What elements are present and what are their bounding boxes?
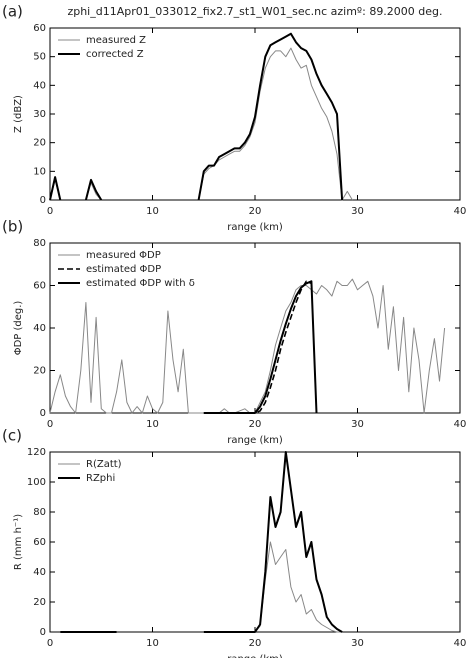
data-line [49, 47, 353, 201]
data-line [203, 280, 318, 414]
y-tick-label: 20 [33, 366, 46, 377]
y-tick-label: 60 [33, 23, 46, 34]
panel-label: (b) [2, 218, 23, 236]
y-tick-label: 50 [33, 52, 46, 63]
data-line [60, 451, 343, 633]
y-axis-label: Z (dBZ) [13, 95, 24, 133]
y-axis-label: ΦDP (deg.) [13, 301, 24, 356]
x-axis-label: range (km) [227, 654, 283, 658]
y-tick-label: 100 [27, 477, 46, 488]
x-tick-label: 30 [351, 419, 364, 430]
x-axis-label: range (km) [227, 222, 283, 233]
legend-label: measured ΦDP [86, 250, 161, 261]
y-tick-label: 0 [40, 408, 46, 419]
legend-label: RZphi [86, 473, 115, 484]
y-tick-label: 40 [33, 567, 46, 578]
legend-label: estimated ΦDP [86, 264, 161, 275]
y-tick-label: 120 [27, 447, 46, 458]
y-tick-label: 20 [33, 138, 46, 149]
panel-label: (c) [2, 427, 22, 445]
data-line [49, 278, 446, 414]
x-tick-label: 40 [454, 638, 467, 649]
x-tick-label: 10 [146, 206, 159, 217]
y-tick-label: 80 [33, 507, 46, 518]
x-tick-label: 20 [249, 419, 262, 430]
x-tick-label: 0 [47, 419, 53, 430]
x-tick-label: 20 [249, 638, 262, 649]
x-tick-label: 0 [47, 206, 53, 217]
x-tick-label: 30 [351, 638, 364, 649]
chart-title: zphi_d11Apr01_033012_fix2.7_st1_W01_sec.… [67, 5, 442, 18]
legend-label: estimated ΦDP with δ [86, 278, 195, 289]
x-axis-label: range (km) [227, 435, 283, 446]
legend-label: measured Z [86, 35, 146, 46]
data-line [203, 280, 312, 414]
x-tick-label: 40 [454, 206, 467, 217]
y-tick-label: 0 [40, 195, 46, 206]
x-tick-label: 10 [146, 638, 159, 649]
data-line [60, 541, 343, 633]
x-tick-label: 20 [249, 206, 262, 217]
y-tick-label: 0 [40, 627, 46, 638]
y-tick-label: 20 [33, 597, 46, 608]
x-tick-label: 30 [351, 206, 364, 217]
panel-label: (a) [2, 3, 23, 21]
y-tick-label: 40 [33, 323, 46, 334]
legend-label: R(Zatt) [86, 459, 122, 470]
x-tick-label: 40 [454, 419, 467, 430]
data-line [49, 32, 344, 201]
y-tick-label: 30 [33, 109, 46, 120]
x-tick-label: 0 [47, 638, 53, 649]
y-tick-label: 10 [33, 166, 46, 177]
x-tick-label: 10 [146, 419, 159, 430]
y-tick-label: 40 [33, 80, 46, 91]
y-tick-label: 60 [33, 537, 46, 548]
legend-label: corrected Z [86, 49, 144, 60]
y-tick-label: 60 [33, 281, 46, 292]
y-tick-label: 80 [33, 238, 46, 249]
y-axis-label: R (mm h⁻¹) [13, 514, 24, 570]
